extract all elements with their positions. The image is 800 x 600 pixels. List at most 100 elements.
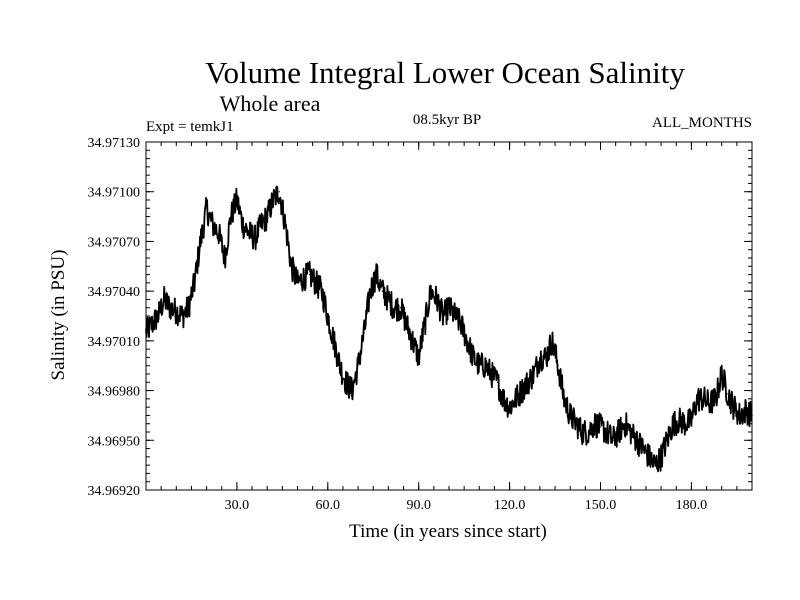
data-point bbox=[490, 373, 493, 375]
data-point bbox=[515, 398, 517, 400]
x-tick-label: 150.0 bbox=[585, 498, 617, 513]
data-point bbox=[333, 340, 335, 342]
data-point bbox=[266, 215, 268, 218]
x-tick-label: 60.0 bbox=[316, 498, 341, 513]
plot-layer: 30.0 60.0 90.0 120.0 150.0 180.0 34.96920 34.96… bbox=[88, 136, 753, 513]
data-point bbox=[502, 398, 505, 400]
chart-title: Volume Integral Lower Ocean Salinity bbox=[205, 55, 685, 90]
data-point bbox=[321, 290, 323, 292]
data-point bbox=[363, 331, 365, 334]
data-point bbox=[533, 373, 535, 375]
data-point bbox=[248, 232, 250, 234]
y-axis-label: Salinity (in PSU) bbox=[48, 250, 69, 381]
data-point bbox=[509, 406, 511, 408]
data-point bbox=[654, 464, 656, 466]
x-tick-label: 30.0 bbox=[225, 498, 250, 513]
data-point bbox=[381, 290, 383, 292]
x-tick-label: 90.0 bbox=[406, 498, 431, 513]
data-point bbox=[163, 298, 165, 301]
y-tick-label: 34.96980 bbox=[88, 385, 141, 400]
data-point bbox=[733, 406, 735, 408]
chart-subtitle: Whole area bbox=[220, 91, 321, 116]
data-point bbox=[624, 423, 626, 425]
data-point bbox=[369, 290, 371, 292]
data-point bbox=[290, 265, 293, 267]
data-point bbox=[721, 373, 723, 375]
data-point bbox=[672, 423, 674, 425]
x-tick-label: 120.0 bbox=[494, 498, 526, 513]
data-point bbox=[424, 323, 426, 325]
data-point bbox=[642, 447, 644, 450]
data-point bbox=[684, 423, 686, 425]
data-point bbox=[357, 365, 359, 367]
data-point bbox=[254, 237, 256, 239]
data-point bbox=[272, 199, 274, 201]
x-axis-label: Time (in years since start) bbox=[349, 521, 547, 542]
data-point bbox=[527, 381, 529, 383]
data-point bbox=[575, 423, 577, 425]
data-point bbox=[569, 414, 571, 417]
data-point bbox=[327, 315, 329, 317]
data-point bbox=[206, 207, 208, 209]
y-tick-label: 34.97100 bbox=[88, 186, 141, 201]
data-point bbox=[648, 456, 650, 458]
data-point bbox=[212, 224, 214, 226]
data-point bbox=[745, 409, 747, 412]
data-point bbox=[145, 331, 147, 334]
data-point bbox=[218, 232, 220, 234]
data-point bbox=[187, 307, 190, 309]
data-point bbox=[393, 307, 396, 309]
period-label: 08.5kyr BP bbox=[413, 112, 481, 128]
data-point bbox=[405, 323, 408, 325]
data-point bbox=[636, 439, 638, 441]
data-point bbox=[418, 356, 420, 359]
data-point bbox=[339, 365, 341, 367]
data-point bbox=[278, 191, 280, 193]
data-point bbox=[181, 315, 183, 317]
data-point bbox=[539, 356, 541, 359]
data-point bbox=[599, 426, 602, 428]
data-point bbox=[302, 277, 305, 279]
data-point bbox=[345, 381, 347, 383]
data-point bbox=[224, 257, 226, 259]
data-point bbox=[430, 290, 432, 292]
data-point bbox=[484, 365, 486, 367]
data-point bbox=[563, 398, 565, 400]
data-point bbox=[399, 307, 402, 309]
data-point bbox=[230, 215, 232, 218]
data-point bbox=[696, 398, 699, 400]
data-point bbox=[496, 381, 499, 383]
data-point bbox=[708, 403, 711, 405]
data-point bbox=[618, 431, 620, 433]
data-point bbox=[660, 456, 662, 458]
data-point bbox=[296, 282, 299, 284]
series-line bbox=[145, 185, 753, 473]
y-tick-label: 34.97070 bbox=[88, 235, 141, 250]
data-point bbox=[193, 282, 196, 284]
y-tick-label: 34.97130 bbox=[88, 136, 141, 151]
data-point bbox=[175, 310, 177, 312]
data-point bbox=[702, 398, 705, 400]
data-point bbox=[351, 389, 353, 392]
data-point bbox=[581, 431, 583, 433]
x-tick-label: 180.0 bbox=[676, 498, 708, 513]
data-point bbox=[284, 224, 286, 226]
data-point bbox=[715, 398, 717, 400]
data-point bbox=[151, 323, 153, 325]
data-point bbox=[751, 414, 753, 417]
data-point bbox=[442, 315, 444, 317]
data-point bbox=[466, 340, 468, 342]
data-point bbox=[454, 315, 456, 317]
data-point bbox=[690, 419, 693, 421]
y-tick-label: 34.96920 bbox=[88, 484, 141, 499]
data-point bbox=[678, 419, 680, 421]
y-tick-label: 34.96950 bbox=[88, 434, 141, 449]
data-point bbox=[478, 365, 480, 367]
data-point bbox=[236, 199, 238, 201]
data-point bbox=[260, 224, 262, 226]
data-point bbox=[630, 431, 632, 433]
data-point bbox=[587, 431, 589, 433]
data-point bbox=[375, 273, 377, 276]
data-point bbox=[412, 340, 414, 342]
